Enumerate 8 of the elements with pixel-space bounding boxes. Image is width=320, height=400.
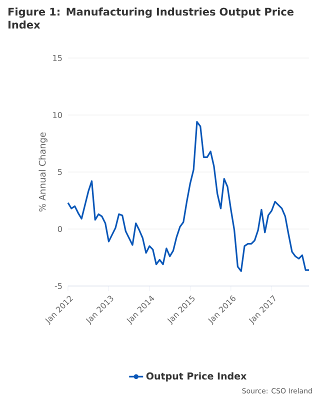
y-tick-label: 5	[58, 169, 62, 175]
y-tick-label: 0	[58, 226, 62, 232]
chart-title: Figure 1: Manufacturing Industries Output Price Index	[8, 8, 294, 29]
y-tick-label: 15	[53, 55, 62, 61]
y-tick-label: -5	[54, 283, 62, 289]
y-axis-title: % Annual Change	[38, 132, 48, 212]
legend-label: Output Price Index	[146, 372, 247, 382]
y-tick-label: 10	[53, 112, 62, 118]
